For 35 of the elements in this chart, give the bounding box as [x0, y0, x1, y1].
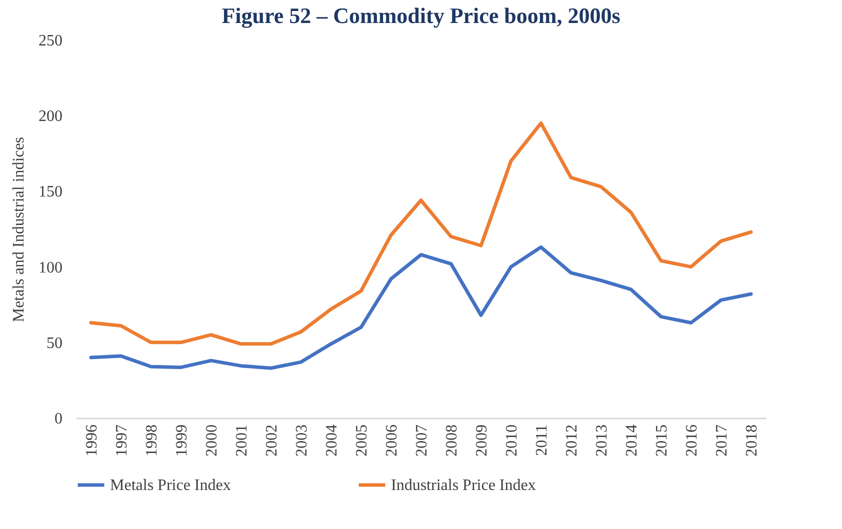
x-tick-label: 2012 — [564, 424, 580, 456]
y-tick-label: 250 — [38, 32, 62, 50]
x-tick-label: 1997 — [114, 424, 130, 456]
x-tick-label: 2007 — [414, 424, 430, 456]
x-tick-label: 2009 — [474, 424, 490, 456]
x-tick-label: 2008 — [444, 424, 460, 456]
y-tick-label: 150 — [38, 184, 62, 201]
y-tick-label: 200 — [38, 108, 62, 126]
y-axis-title: Metals and Industrial indices — [10, 136, 28, 322]
x-tick-label: 2003 — [294, 424, 310, 456]
y-tick-label: 100 — [38, 259, 62, 276]
x-tick-label: 2013 — [594, 424, 610, 456]
x-tick-label: 2006 — [384, 424, 400, 456]
x-tick-label: 2010 — [504, 424, 520, 456]
y-tick-label: 0 — [54, 410, 62, 428]
x-tick-label: 2018 — [744, 424, 760, 456]
x-tick-label: 1998 — [144, 424, 160, 456]
x-tick-label: 2017 — [714, 424, 730, 456]
x-tick-label: 2011 — [534, 424, 550, 456]
x-tick-label: 1996 — [84, 424, 100, 456]
x-tick-label: 2004 — [324, 424, 340, 456]
x-tick-label: 2000 — [204, 424, 220, 456]
x-tick-label: 2016 — [684, 424, 700, 456]
line-series — [89, 245, 753, 370]
x-tick-label: 2001 — [234, 424, 250, 456]
legend-label: Industrials Price Index — [391, 477, 536, 494]
legend-label: Metals Price Index — [110, 477, 231, 494]
x-tick-label: 1999 — [174, 424, 190, 456]
x-tick-label: 2015 — [654, 424, 670, 456]
x-tick-label: 2005 — [354, 424, 370, 456]
line-series — [89, 121, 753, 346]
y-tick-label: 50 — [46, 334, 62, 352]
x-tick-label: 2014 — [624, 424, 640, 456]
chart-title: Figure 52 – Commodity Price boom, 2000s — [222, 3, 621, 28]
x-tick-label: 2002 — [264, 424, 280, 456]
